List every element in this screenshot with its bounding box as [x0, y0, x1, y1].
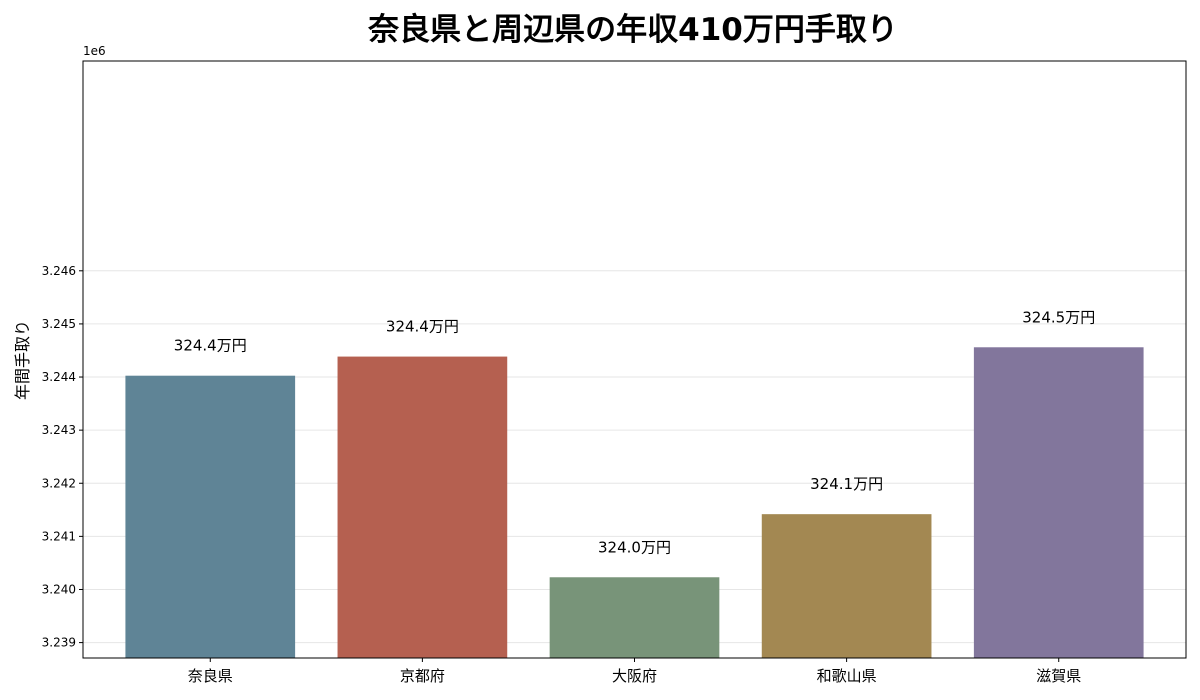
y-tick-label: 3.239 — [42, 636, 76, 650]
y-tick-label: 3.246 — [42, 264, 76, 278]
chart-title: 奈良県と周辺県の年収410万円手取り — [367, 12, 898, 48]
data-label: 324.0万円 — [598, 538, 671, 556]
y-tick-label: 3.242 — [42, 476, 76, 490]
bar — [549, 577, 720, 658]
x-tick-label: 和歌山県 — [817, 667, 877, 685]
bar — [125, 375, 296, 658]
y-tick-label: 3.245 — [42, 317, 76, 331]
y-tick-label: 3.243 — [42, 423, 76, 437]
x-axis-ticks: 奈良県 京都府 大阪府 和歌山県 滋賀県 — [188, 658, 1081, 685]
y-axis-label: 年間手取り — [13, 320, 32, 400]
data-label: 324.4万円 — [386, 318, 459, 336]
y-axis-ticks: 3.239 3.240 3.241 3.242 3.243 3.244 3.245 3.246 — [42, 264, 83, 650]
bar — [761, 514, 932, 658]
bar — [973, 347, 1144, 658]
x-tick-label: 京都府 — [400, 667, 445, 685]
data-label: 324.1万円 — [810, 475, 883, 493]
y-axis-offset-label: 1e6 — [83, 44, 106, 58]
x-tick-label: 大阪府 — [612, 667, 657, 685]
y-tick-label: 3.241 — [42, 529, 76, 543]
data-labels: 324.4万円 324.4万円 324.0万円 324.1万円 324.5万円 — [174, 308, 1095, 556]
plot-frame — [82, 60, 1187, 659]
x-tick-label: 滋賀県 — [1036, 667, 1081, 685]
bars — [125, 347, 1144, 658]
y-tick-label: 3.240 — [42, 582, 76, 596]
x-tick-label: 奈良県 — [188, 667, 233, 685]
data-label: 324.4万円 — [174, 337, 247, 355]
y-tick-label: 3.244 — [42, 370, 76, 384]
bar — [337, 356, 508, 658]
data-label: 324.5万円 — [1022, 308, 1095, 326]
